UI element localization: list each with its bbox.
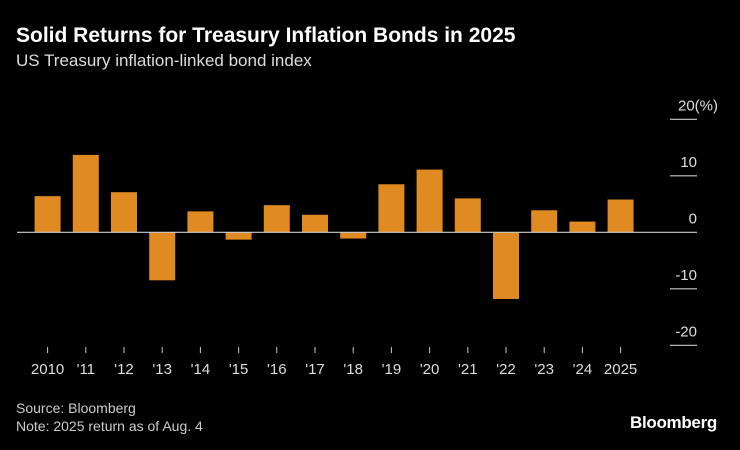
source-note: Source: Bloomberg bbox=[16, 400, 136, 416]
bloomberg-logo: Bloomberg bbox=[629, 413, 717, 432]
bar bbox=[569, 221, 596, 233]
x-tick-label: '16 bbox=[267, 361, 287, 378]
x-tick-label: '11 bbox=[77, 361, 95, 378]
chart-subtitle: US Treasury inflation-linked bond index bbox=[16, 51, 312, 70]
bar bbox=[149, 232, 176, 281]
y-tick-label: 20(%) bbox=[678, 97, 718, 114]
x-tick-label: '13 bbox=[152, 361, 172, 378]
bar bbox=[607, 199, 634, 233]
bar bbox=[378, 184, 405, 233]
bar bbox=[454, 198, 481, 233]
x-tick-label: '21 bbox=[458, 361, 478, 378]
bar bbox=[263, 205, 290, 233]
x-tick-label: '24 bbox=[573, 361, 593, 378]
x-tick-label: '17 bbox=[305, 361, 325, 378]
y-tick-label: -10 bbox=[675, 267, 697, 284]
x-tick-label: '23 bbox=[534, 361, 554, 378]
y-tick-label: 0 bbox=[689, 210, 697, 227]
bar bbox=[493, 232, 519, 299]
x-tick-label: 2010 bbox=[31, 361, 64, 378]
bar bbox=[340, 232, 367, 239]
x-tick-label: '18 bbox=[343, 361, 363, 378]
x-tick-label: '22 bbox=[496, 361, 516, 378]
bar bbox=[111, 192, 137, 233]
bar bbox=[187, 211, 214, 233]
bar bbox=[34, 196, 61, 233]
bar bbox=[225, 232, 252, 240]
y-tick-label: -20 bbox=[675, 323, 697, 340]
x-tick-label: '19 bbox=[382, 361, 402, 378]
y-tick-label: 10 bbox=[680, 154, 697, 171]
x-tick-label: '20 bbox=[420, 361, 440, 378]
footnote: Note: 2025 return as of Aug. 4 bbox=[16, 418, 203, 434]
bar bbox=[531, 210, 558, 233]
chart-title: Solid Returns for Treasury Inflation Bon… bbox=[16, 24, 516, 47]
bar bbox=[416, 169, 443, 233]
bar bbox=[72, 154, 99, 233]
x-tick-label: '14 bbox=[191, 361, 211, 378]
bar bbox=[302, 214, 328, 233]
x-tick-label: '12 bbox=[114, 361, 134, 378]
x-tick-label: '15 bbox=[229, 361, 249, 378]
x-tick-label: 2025 bbox=[604, 361, 637, 378]
